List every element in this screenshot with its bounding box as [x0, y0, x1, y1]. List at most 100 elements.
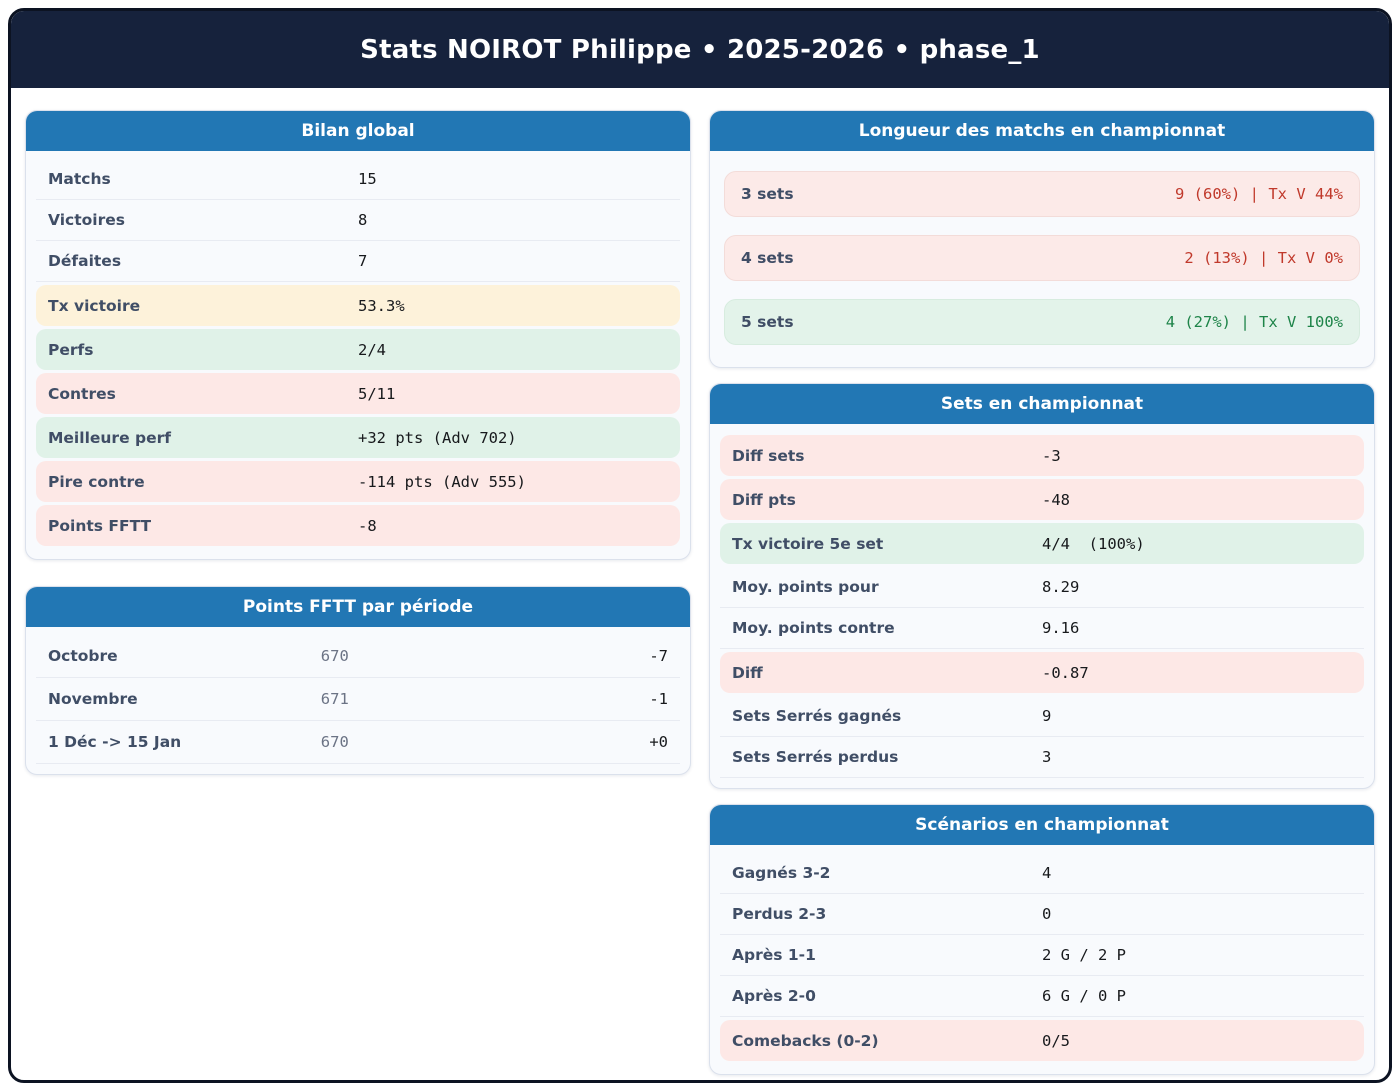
- row-value: -114 pts (Adv 555): [358, 472, 526, 491]
- row-label: 1 Déc -> 15 Jan: [48, 733, 182, 751]
- row-label: Diff: [732, 663, 763, 682]
- row-label: 3 sets: [741, 185, 794, 203]
- row-label: 4 sets: [741, 249, 794, 267]
- stat-row: Tx victoire 53.3%: [36, 285, 680, 326]
- row-value: +32 pts (Adv 702): [358, 428, 517, 447]
- stat-row: Tx victoire 5e set 4/4 (100%): [720, 523, 1364, 564]
- row-value: 0: [1042, 905, 1052, 923]
- card-header-longueur-matchs: Longueur des matchs en championnat: [710, 111, 1374, 151]
- right-column: Longueur des matchs en championnat 3 set…: [709, 110, 1375, 1075]
- row-value: 2 (13%) | Tx V 0%: [1184, 249, 1343, 267]
- row-value: 4 (27%) | Tx V 100%: [1165, 313, 1343, 331]
- row-label: Tx victoire: [48, 296, 141, 315]
- row-value: 9.16: [1042, 619, 1080, 637]
- row-label: Pire contre: [48, 472, 145, 491]
- stat-row: Moy. points pour 8.29: [720, 567, 1364, 608]
- page-title-banner: Stats NOIROT Philippe • 2025-2026 • phas…: [11, 11, 1389, 88]
- row-value: 6 G / 0 P: [1042, 987, 1126, 1005]
- row-delta: -1: [649, 690, 668, 708]
- row-value: -48: [1042, 490, 1070, 509]
- row-value: -3: [1042, 446, 1061, 465]
- row-value: 0/5: [1042, 1031, 1070, 1050]
- content-area: Bilan global Matchs 15 Victoires 8 Défaites 7…: [11, 88, 1389, 1075]
- row-label: Sets Serrés gagnés: [732, 707, 902, 725]
- stat-row: Diff -0.87: [720, 652, 1364, 693]
- row-label: Gagnés 3-2: [732, 864, 831, 882]
- card-body-points-fftt-periode: Octobre 670 -7 Novembre 671 -1 1 Déc -> 15 Jan…: [26, 627, 690, 774]
- row-label: Meilleure perf: [48, 428, 171, 447]
- stat-row: Octobre 670 -7: [36, 635, 680, 678]
- row-value: 15: [358, 170, 377, 188]
- stat-row: Après 2-0 6 G / 0 P: [720, 976, 1364, 1017]
- card-body-sets-championnat: Diff sets -3 Diff pts -48 Tx victoire 5e set…: [710, 424, 1374, 788]
- row-label: Moy. points pour: [732, 578, 879, 596]
- stat-row: Moy. points contre 9.16: [720, 608, 1364, 649]
- row-label: Moy. points contre: [732, 619, 895, 637]
- card-header-sets-championnat: Sets en championnat: [710, 384, 1374, 424]
- card-longueur-matchs: Longueur des matchs en championnat 3 set…: [709, 110, 1375, 368]
- card-header-points-fftt-periode: Points FFTT par période: [26, 587, 690, 627]
- stat-row: Meilleure perf +32 pts (Adv 702): [36, 417, 680, 458]
- row-value: 53.3%: [358, 296, 405, 315]
- row-value: 670: [320, 733, 349, 751]
- stat-row: 1 Déc -> 15 Jan 670 +0: [36, 721, 680, 764]
- stat-row: Victoires 8: [36, 200, 680, 241]
- stat-row: Défaites 7: [36, 241, 680, 282]
- row-value: 7: [358, 252, 368, 270]
- row-label: Victoires: [48, 211, 125, 229]
- row-value: 670: [320, 647, 349, 665]
- stat-row: Perdus 2-3 0: [720, 894, 1364, 935]
- card-body-bilan-global: Matchs 15 Victoires 8 Défaites 7 Tx victoire 53…: [26, 151, 690, 559]
- row-value: 2 G / 2 P: [1042, 946, 1126, 964]
- row-label: Après 1-1: [732, 946, 816, 964]
- page-title: Stats NOIROT Philippe • 2025-2026 • phas…: [360, 34, 1040, 65]
- row-label: Perdus 2-3: [732, 905, 827, 923]
- page-frame: Stats NOIROT Philippe • 2025-2026 • phas…: [8, 8, 1392, 1083]
- card-title: Sets en championnat: [940, 394, 1144, 414]
- stat-row: Points FFTT -8: [36, 505, 680, 546]
- row-label: Perfs: [48, 340, 94, 359]
- row-label: Tx victoire 5e set: [732, 534, 884, 553]
- card-body-scenarios-championnat: Gagnés 3-2 4 Perdus 2-3 0 Après 1-1 2 G / 2 P…: [710, 845, 1374, 1074]
- stat-row: Diff pts -48: [720, 479, 1364, 520]
- card-points-fftt-periode: Points FFTT par période Octobre 670 -7 Nove…: [25, 586, 691, 775]
- stat-row: Pire contre -114 pts (Adv 555): [36, 461, 680, 502]
- card-title: Longueur des matchs en championnat: [858, 121, 1226, 141]
- left-column: Bilan global Matchs 15 Victoires 8 Défaites 7…: [25, 110, 691, 1075]
- stat-row: Novembre 671 -1: [36, 678, 680, 721]
- row-value: 9: [1042, 707, 1052, 725]
- stat-row: Après 1-1 2 G / 2 P: [720, 935, 1364, 976]
- stat-row: 3 sets 9 (60%) | Tx V 44%: [724, 171, 1360, 217]
- stat-row: Gagnés 3-2 4: [720, 853, 1364, 894]
- row-value: 8.29: [1042, 578, 1080, 596]
- stat-row: 5 sets 4 (27%) | Tx V 100%: [724, 299, 1360, 345]
- card-body-longueur-matchs: 3 sets 9 (60%) | Tx V 44% 4 sets 2 (13%) | …: [710, 151, 1374, 367]
- row-label: Matchs: [48, 170, 111, 188]
- row-value: 5/11: [358, 384, 396, 403]
- stat-row: Sets Serrés gagnés 9: [720, 696, 1364, 737]
- row-label: 5 sets: [741, 313, 794, 331]
- row-label: Après 2-0: [732, 987, 816, 1005]
- card-sets-championnat: Sets en championnat Diff sets -3 Diff pts -…: [709, 383, 1375, 789]
- row-label: Comebacks (0-2): [732, 1031, 879, 1050]
- card-header-bilan-global: Bilan global: [26, 111, 690, 151]
- row-label: Sets Serrés perdus: [732, 748, 899, 766]
- row-value: 2/4: [358, 340, 386, 359]
- row-value: 9 (60%) | Tx V 44%: [1175, 185, 1343, 203]
- card-title: Points FFTT par période: [242, 597, 474, 617]
- row-value: 4/4 (100%): [1042, 534, 1145, 553]
- row-label: Diff sets: [732, 446, 805, 465]
- row-label: Contres: [48, 384, 116, 403]
- row-value: 4: [1042, 864, 1052, 882]
- card-title: Scénarios en championnat: [915, 815, 1169, 835]
- card-header-scenarios-championnat: Scénarios en championnat: [710, 805, 1374, 845]
- stat-row: Matchs 15: [36, 159, 680, 200]
- stat-row: 4 sets 2 (13%) | Tx V 0%: [724, 235, 1360, 281]
- row-delta: +0: [649, 733, 668, 751]
- stat-row: Contres 5/11: [36, 373, 680, 414]
- row-delta: -7: [649, 647, 668, 665]
- row-label: Points FFTT: [48, 516, 152, 535]
- row-label: Défaites: [48, 252, 122, 270]
- card-scenarios-championnat: Scénarios en championnat Gagnés 3-2 4 Perd…: [709, 804, 1375, 1075]
- card-title: Bilan global: [301, 121, 415, 141]
